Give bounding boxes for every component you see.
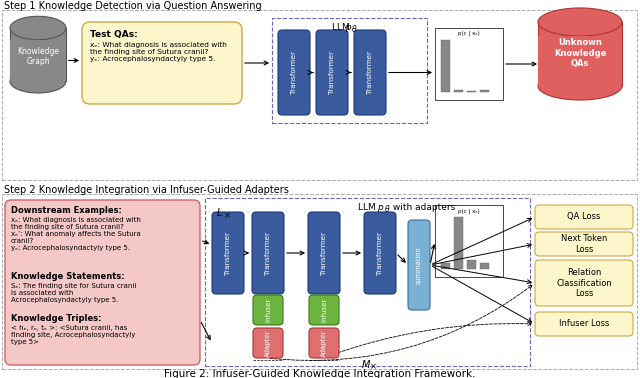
Text: p: p [378,203,383,212]
Text: Unknown
Knowledge
QAs: Unknown Knowledge QAs [554,38,606,68]
FancyBboxPatch shape [252,212,284,294]
Text: Knowledge
Graph: Knowledge Graph [17,47,59,66]
Text: θ: θ [385,205,389,214]
FancyBboxPatch shape [316,30,348,115]
Ellipse shape [10,16,66,40]
Text: Transformer: Transformer [265,231,271,274]
Text: θ: θ [351,25,356,34]
Text: Sₑ: The finding site for Sutura cranii
is associated with
Acrocephalosyndactyly : Sₑ: The finding site for Sutura cranii i… [11,283,136,303]
Ellipse shape [538,8,622,36]
Bar [2,194,637,369]
Text: Infuser: Infuser [321,298,327,322]
Bar [10,28,66,81]
Text: xₑ: What diagnosis is associated with
the finding site of Sutura cranii?
xₑ’: Wh: xₑ: What diagnosis is associated with th… [11,217,141,251]
FancyBboxPatch shape [308,212,340,294]
FancyBboxPatch shape [535,260,633,306]
Text: p(c | xₑ): p(c | xₑ) [458,208,480,214]
Bar [272,18,427,123]
Text: Knowledge Triples:: Knowledge Triples: [11,314,102,323]
Bar [435,205,503,277]
FancyBboxPatch shape [535,312,633,336]
FancyBboxPatch shape [408,220,430,310]
Text: ×: × [370,362,377,371]
Text: Figure 2: Infuser-Guided Knowledge Integration Framework.: Figure 2: Infuser-Guided Knowledge Integ… [164,369,476,378]
Text: L: L [217,208,222,218]
Text: with adapters: with adapters [390,203,455,212]
Text: Transformer: Transformer [367,51,373,94]
Text: < hₑ, rₑ, tₑ >: <Sutura cranii, has
finding site, Acrocephalosyndactyly
type 5>: < hₑ, rₑ, tₑ >: <Sutura cranii, has find… [11,325,136,345]
Text: M: M [362,360,370,370]
Ellipse shape [538,72,622,100]
Text: Transformer: Transformer [321,231,327,274]
Text: Knowledge Statements:: Knowledge Statements: [11,272,125,281]
FancyBboxPatch shape [212,212,244,294]
Text: LLM: LLM [358,203,378,212]
FancyBboxPatch shape [253,295,283,325]
Text: Infuser: Infuser [265,298,271,322]
Text: LLM: LLM [332,23,352,32]
Text: Downstream Examples:: Downstream Examples: [11,206,122,215]
Bar [454,217,463,269]
Text: Next Token
Loss: Next Token Loss [561,234,607,254]
Text: Adapter: Adapter [321,329,327,357]
FancyBboxPatch shape [253,328,283,358]
FancyBboxPatch shape [82,22,242,104]
Text: summation: summation [416,246,422,284]
Text: xₑ: What diagnosis is associated with
the finding site of Sutura cranii?
yₑ: Acr: xₑ: What diagnosis is associated with th… [90,42,227,62]
Bar [480,90,489,92]
FancyBboxPatch shape [535,232,633,256]
Text: QA Loss: QA Loss [567,212,601,222]
Text: Step 2 Knowledge Integration via Infuser-Guided Adapters: Step 2 Knowledge Integration via Infuser… [4,185,289,195]
FancyBboxPatch shape [309,295,339,325]
Text: Infuser Loss: Infuser Loss [559,319,609,328]
Text: Transformer: Transformer [291,51,297,94]
FancyBboxPatch shape [364,212,396,294]
Text: Step 1 Knowledge Detection via Question Answering: Step 1 Knowledge Detection via Question … [4,1,262,11]
Text: Test QAs:: Test QAs: [90,30,138,39]
FancyBboxPatch shape [535,205,633,229]
Bar [205,198,530,366]
Bar [480,263,489,269]
Bar [538,22,622,86]
Text: Transformer: Transformer [377,231,383,274]
Bar [10,40,66,81]
Text: Transformer: Transformer [225,231,231,274]
Bar [435,28,503,100]
Text: ×: × [224,211,231,220]
Ellipse shape [10,70,66,93]
Bar [467,260,476,269]
Text: p(c | xₑ): p(c | xₑ) [458,31,480,37]
Bar [441,263,450,269]
Text: Adapter: Adapter [265,329,271,357]
FancyBboxPatch shape [354,30,386,115]
Bar [454,90,463,92]
FancyBboxPatch shape [5,200,200,365]
Text: Relation
Classification
Loss: Relation Classification Loss [556,268,612,298]
Bar [538,36,621,86]
Bar [467,91,476,92]
FancyBboxPatch shape [278,30,310,115]
Text: p: p [346,23,351,32]
FancyBboxPatch shape [309,328,339,358]
Text: Transformer: Transformer [329,51,335,94]
Bar [441,40,450,92]
Bar [2,10,637,180]
